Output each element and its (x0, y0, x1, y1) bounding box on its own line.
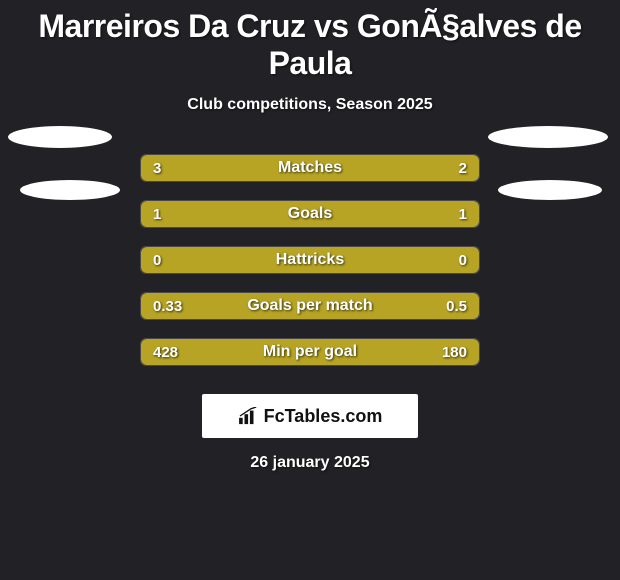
bar-track: 00Hattricks (140, 246, 480, 274)
page-title: Marreiros Da Cruz vs GonÃ§alves de Paula (0, 8, 620, 82)
bar-chart-icon (238, 407, 260, 425)
stat-right-value: 1 (459, 201, 467, 227)
bar-right-fill (310, 247, 479, 273)
bar-track: 0.330.5Goals per match (140, 292, 480, 320)
stat-left-value: 0 (153, 247, 161, 273)
bar-track: 32Matches (140, 154, 480, 182)
player-photo-right (488, 126, 608, 148)
bar-track: 11Goals (140, 200, 480, 228)
stat-right-value: 0 (459, 247, 467, 273)
stat-right-value: 2 (459, 155, 467, 181)
stat-left-value: 0.33 (153, 293, 182, 319)
stat-row: 00Hattricks (0, 246, 620, 274)
page-subtitle: Club competitions, Season 2025 (0, 96, 620, 114)
bar-right-fill (310, 201, 479, 227)
player-photo-left (20, 180, 120, 200)
logo-text: FcTables.com (264, 406, 383, 427)
stat-row: 0.330.5Goals per match (0, 292, 620, 320)
stat-left-value: 1 (153, 201, 161, 227)
player-photo-left (8, 126, 112, 148)
stat-left-value: 3 (153, 155, 161, 181)
stat-row: 11Goals (0, 200, 620, 228)
player-photo-right (498, 180, 602, 200)
bar-left-fill (141, 201, 310, 227)
stat-row: 428180Min per goal (0, 338, 620, 366)
logo-box[interactable]: FcTables.com (202, 394, 418, 438)
bar-left-fill (141, 155, 344, 181)
bar-left-fill (141, 247, 310, 273)
stat-left-value: 428 (153, 339, 178, 365)
footer-date: 26 january 2025 (0, 454, 620, 472)
stat-row: 32Matches (0, 154, 620, 182)
comparison-container: Marreiros Da Cruz vs GonÃ§alves de Paula… (0, 0, 620, 472)
stat-right-value: 180 (442, 339, 467, 365)
stat-right-value: 0.5 (446, 293, 467, 319)
bar-track: 428180Min per goal (140, 338, 480, 366)
